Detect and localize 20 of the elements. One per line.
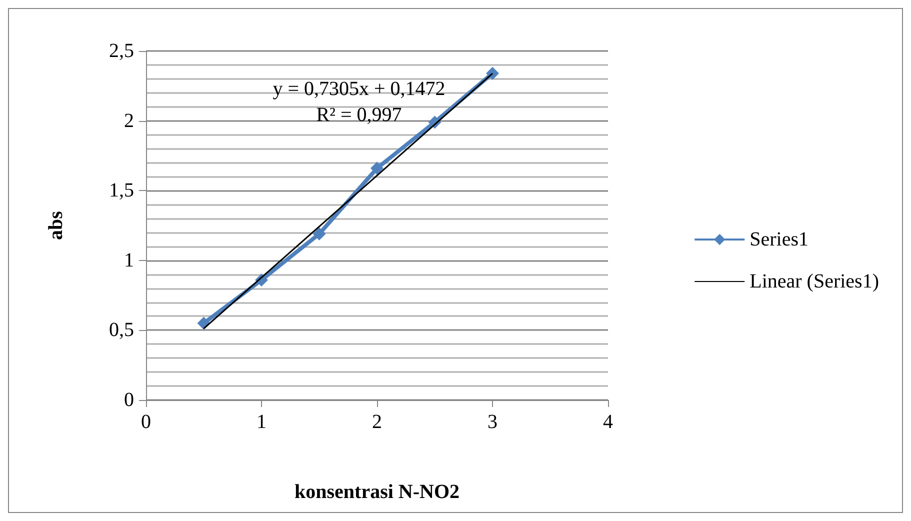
annotation: R² = 0,997 (316, 104, 402, 126)
y-tick-label: 2 (124, 110, 134, 132)
y-tick-label: 2,5 (109, 40, 134, 62)
point (312, 227, 326, 240)
x-tick-label: 0 (141, 411, 151, 433)
y-tick-label: 0 (124, 389, 134, 411)
y-tick-label: 0,5 (109, 319, 134, 342)
y-tick-label: 1,5 (109, 180, 134, 202)
point (370, 162, 384, 175)
x-tick-label: 4 (603, 411, 613, 433)
y-tick-label: 1 (124, 249, 134, 272)
x-axis-title: konsentrasi N-NO2 (294, 481, 460, 503)
annotation: y = 0,7305x + 0,1472 (272, 78, 446, 100)
x-tick-label: 2 (372, 411, 382, 433)
x-tick-label: 1 (256, 411, 266, 433)
point (486, 66, 499, 80)
legend-label: Linear (Series1) (750, 270, 880, 292)
x-tick-label: 3 (488, 411, 498, 433)
legend-label: Series1 (750, 228, 809, 250)
y-axis-title: abs (45, 210, 67, 240)
